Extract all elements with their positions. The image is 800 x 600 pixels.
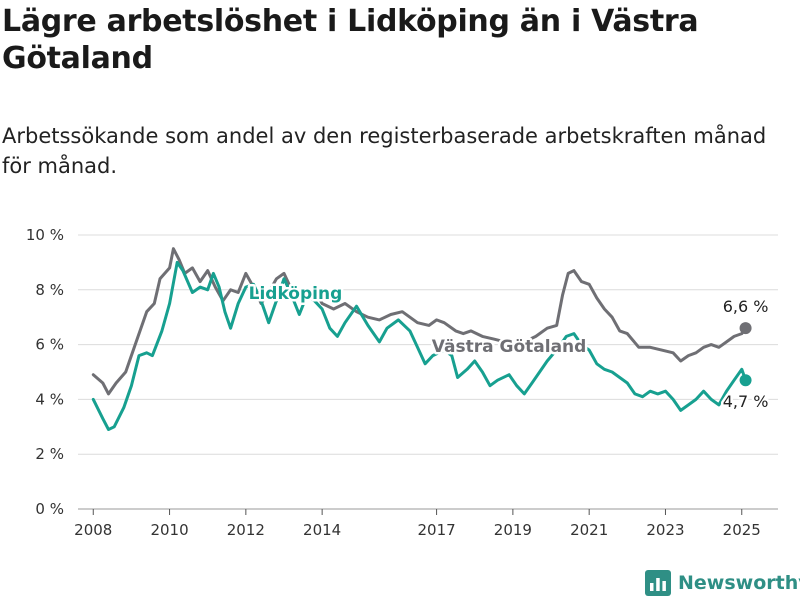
y-tick-label: 4 % — [35, 390, 64, 408]
y-tick-label: 0 % — [35, 500, 64, 518]
series-label-lidkoping-halo: Lidköping — [249, 284, 343, 304]
x-tick-label: 2014 — [303, 521, 341, 539]
end-value-label-vastra-gotaland: 6,6 % — [723, 297, 769, 316]
chart-title: Lägre arbetslöshet i Lidköping än i Väst… — [2, 4, 699, 76]
x-tick-label: 2025 — [723, 521, 761, 539]
y-tick-label: 8 % — [35, 281, 64, 299]
x-tick-label: 2012 — [227, 521, 265, 539]
end-value-label-lidkoping: 4,7 % — [723, 392, 769, 411]
end-value-label-vastra-gotaland-halo: 6,6 % — [723, 297, 769, 316]
end-value-label-lidkoping-halo: 4,7 % — [723, 392, 769, 411]
y-tick-label: 6 % — [35, 336, 64, 354]
end-dot-vastra — [739, 322, 752, 335]
y-tick-label: 10 % — [26, 226, 64, 244]
y-tick-label: 2 % — [35, 445, 64, 463]
x-tick-label: 2017 — [417, 521, 455, 539]
newsworthy-logo[interactable]: Newsworthy — [645, 568, 800, 598]
series-line-lidkoping — [91, 260, 748, 431]
x-axis: 2008 2010 2012 2014 2017 2019 2021 2023 2025 — [74, 509, 761, 539]
series-line-vastra — [91, 247, 748, 396]
series-label-lidkoping: Lidköping — [249, 284, 343, 304]
bar-chart-icon — [645, 570, 671, 596]
series-label-vastra-gotaland: Västra Götaland — [432, 337, 587, 357]
x-tick-label: 2019 — [494, 521, 532, 539]
brand-name: Newsworthy — [678, 572, 800, 594]
grid-lines: 0 % 2 % 4 % 6 % 8 % 10 % — [26, 226, 778, 518]
x-tick-label: 2023 — [646, 521, 684, 539]
x-tick-label: 2008 — [74, 521, 112, 539]
series-lines — [91, 247, 752, 431]
chart-subtitle: Arbetssökande som andel av den registerb… — [2, 124, 767, 178]
x-tick-label: 2010 — [150, 521, 188, 539]
x-tick-label: 2021 — [570, 521, 608, 539]
series-label-vastra-gotaland-halo: Västra Götaland — [432, 337, 587, 357]
end-dot-lidkoping — [739, 374, 752, 387]
